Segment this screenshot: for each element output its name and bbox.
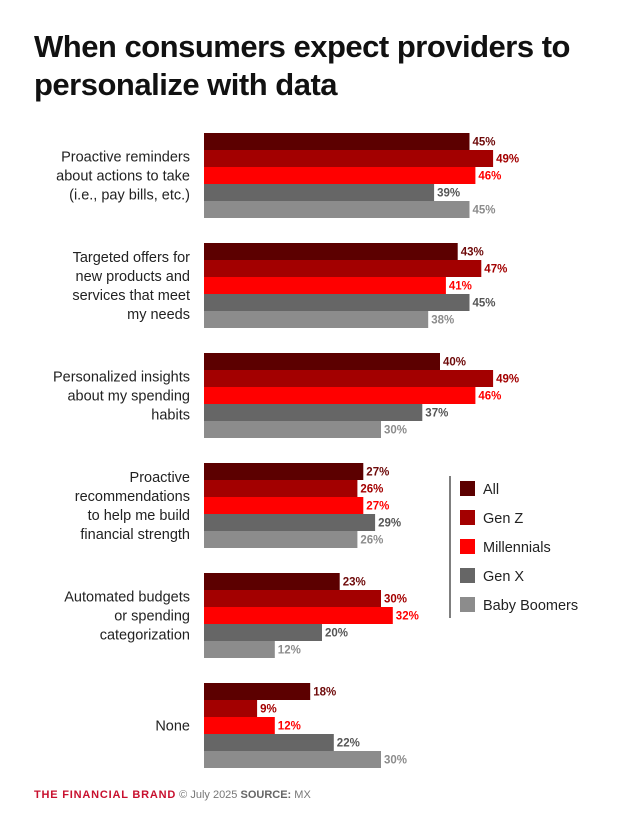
bar-gen-x (204, 184, 435, 201)
bar-gen-z (204, 150, 494, 167)
bar-all (204, 243, 458, 260)
bar-millennials (204, 717, 275, 734)
bar-gen-x (204, 404, 423, 421)
bar-all (204, 573, 340, 590)
data-label: 30% (384, 755, 407, 767)
bar-gen-x (204, 624, 322, 641)
data-label: 40% (443, 357, 466, 369)
data-label: 49% (496, 374, 519, 386)
data-label: 49% (496, 154, 519, 166)
brand-logo: THE FINANCIAL BRAND (34, 789, 177, 801)
bar-baby-boomers (204, 751, 381, 768)
category-label: (i.e., pay bills, etc.) (69, 188, 190, 204)
category-label: Automated budgets (64, 590, 190, 606)
category-label: Proactive (130, 470, 190, 486)
category-label: new products and (76, 269, 190, 285)
bar-baby-boomers (204, 201, 470, 218)
category-label: services that meet (72, 288, 190, 304)
bar-gen-z (204, 590, 381, 607)
bar-gen-z (204, 480, 358, 497)
legend-label: Gen Z (483, 511, 523, 527)
data-label: 12% (278, 645, 301, 657)
bar-gen-x (204, 514, 376, 531)
category-label: None (155, 719, 190, 735)
data-label: 39% (437, 188, 460, 200)
category-label: financial strength (80, 527, 190, 543)
bar-millennials (204, 277, 446, 294)
data-label: 26% (360, 484, 383, 496)
legend-label: Millennials (483, 540, 551, 556)
bar-all (204, 683, 311, 700)
category-label: Personalized insights (53, 370, 190, 386)
category-label: to help me build (88, 508, 190, 524)
bar-gen-z (204, 370, 494, 387)
data-label: 30% (384, 594, 407, 606)
legend-swatch (460, 510, 475, 525)
data-label: 9% (260, 704, 277, 716)
source-value: MX (294, 789, 311, 801)
data-label: 47% (484, 264, 507, 276)
data-label: 29% (378, 518, 401, 530)
bar-baby-boomers (204, 641, 275, 658)
data-label: 41% (449, 281, 472, 293)
legend-swatch (460, 539, 475, 554)
data-label: 46% (478, 391, 501, 403)
data-label: 38% (431, 315, 454, 327)
chart-title: When consumers expect providers to perso… (34, 29, 570, 102)
category-label: about my spending (67, 389, 190, 405)
data-label: 12% (278, 721, 301, 733)
data-label: 45% (473, 298, 496, 310)
legend-swatch (460, 568, 475, 583)
data-label: 22% (337, 738, 360, 750)
data-label: 20% (325, 628, 348, 640)
legend-label: All (483, 482, 499, 498)
data-label: 45% (473, 205, 496, 217)
data-label: 27% (366, 467, 389, 479)
bar-all (204, 133, 470, 150)
bar-baby-boomers (204, 421, 381, 438)
category-label: recommendations (75, 489, 190, 505)
bar-baby-boomers (204, 311, 429, 328)
data-label: 23% (343, 577, 366, 589)
category-label: Proactive reminders (61, 150, 190, 166)
data-label: 27% (366, 501, 389, 513)
category-label: habits (151, 408, 190, 424)
category-label: categorization (100, 628, 190, 644)
bar-baby-boomers (204, 531, 358, 548)
data-label: 46% (478, 171, 501, 183)
footer: THE FINANCIAL BRAND © July 2025 SOURCE: … (34, 789, 311, 801)
data-label: 37% (425, 408, 448, 420)
category-label: Targeted offers for (73, 250, 191, 266)
bar-millennials (204, 607, 393, 624)
bar-all (204, 353, 440, 370)
data-label: 45% (473, 137, 496, 149)
legend-swatch (460, 481, 475, 496)
source-label: SOURCE: (240, 789, 292, 801)
bar-millennials (204, 497, 364, 514)
legend-label: Gen X (483, 569, 524, 585)
footer-date: © July 2025 (179, 789, 238, 801)
category-label: my needs (127, 307, 190, 323)
data-label: 32% (396, 611, 419, 623)
bar-gen-z (204, 260, 482, 277)
bar-millennials (204, 167, 476, 184)
bar-all (204, 463, 364, 480)
bar-millennials (204, 387, 476, 404)
bar-gen-x (204, 294, 470, 311)
legend-swatch (460, 597, 475, 612)
data-label: 43% (461, 247, 484, 259)
category-label: about actions to take (56, 169, 190, 185)
category-label: or spending (114, 609, 190, 625)
legend-label: Baby Boomers (483, 598, 578, 614)
data-label: 26% (360, 535, 383, 547)
bar-gen-x (204, 734, 334, 751)
data-label: 18% (313, 687, 336, 699)
data-label: 30% (384, 425, 407, 437)
bar-gen-z (204, 700, 258, 717)
